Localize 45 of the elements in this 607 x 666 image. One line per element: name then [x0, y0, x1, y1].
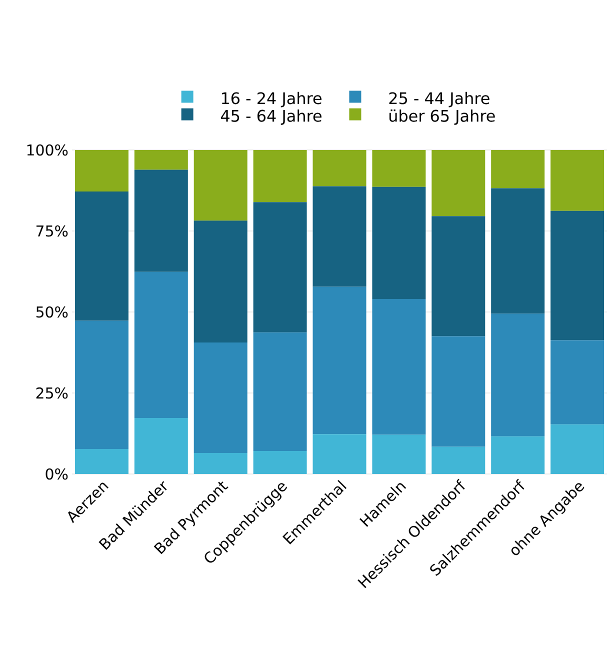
y-tick-label: 75%	[36, 225, 68, 237]
bar	[74, 150, 128, 192]
y-tick-label: 50%	[36, 306, 68, 318]
bar	[491, 436, 545, 474]
bar	[194, 342, 248, 453]
bar	[550, 150, 604, 211]
bar	[253, 150, 307, 202]
bar	[312, 286, 366, 434]
bar	[550, 210, 604, 340]
y-tick-label: 0%	[46, 468, 68, 480]
bar	[194, 220, 248, 342]
bar	[194, 452, 248, 474]
legend-label: 16 - 24 Jahre	[222, 92, 322, 108]
bar	[491, 314, 545, 436]
bar	[432, 216, 486, 336]
legend-label: 25 - 44 Jahre	[389, 92, 490, 108]
bar	[134, 150, 188, 170]
bar	[134, 272, 188, 418]
bar	[312, 186, 366, 287]
bar	[491, 188, 545, 314]
bar	[372, 299, 426, 435]
bar	[253, 202, 307, 332]
bar	[253, 332, 307, 451]
bar	[372, 150, 426, 187]
bar	[74, 191, 128, 321]
y-tick-label: 25%	[36, 387, 68, 399]
y-tick-label: 100%	[27, 144, 68, 156]
bar	[491, 150, 545, 188]
bar	[372, 434, 426, 474]
bar	[550, 340, 604, 424]
bar	[372, 186, 426, 300]
legend-label: über 65 Jahre	[389, 110, 495, 125]
bar	[194, 150, 248, 221]
bar	[312, 434, 366, 474]
bar	[74, 449, 128, 474]
bar	[432, 150, 486, 216]
bar	[134, 418, 188, 474]
bar	[550, 424, 604, 474]
bar	[134, 170, 188, 272]
bar	[432, 446, 486, 474]
bar	[253, 450, 307, 474]
legend-label: 45 - 64 Jahre	[220, 110, 322, 125]
bar	[74, 320, 128, 450]
bar	[312, 150, 366, 186]
bar	[432, 336, 486, 447]
